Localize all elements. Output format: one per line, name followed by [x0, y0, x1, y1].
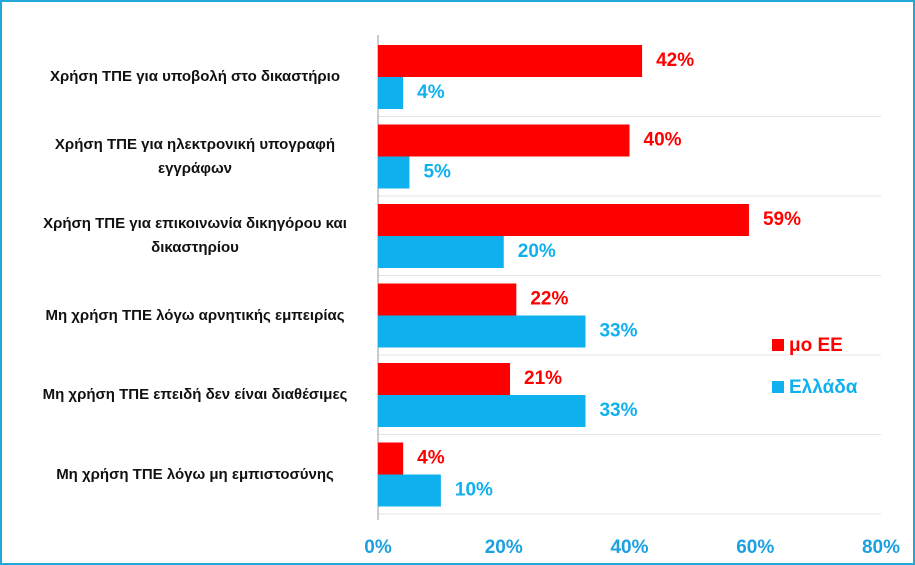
value-label: 21%	[524, 368, 562, 389]
value-label: 4%	[417, 82, 445, 103]
bar	[378, 124, 630, 157]
x-tick-label: 20%	[485, 537, 523, 558]
bar	[378, 156, 410, 189]
legend-label: Ελλάδα	[789, 377, 858, 398]
x-tick-label: 60%	[736, 537, 774, 558]
bar	[378, 363, 511, 395]
value-label: 33%	[599, 400, 637, 421]
category-label: Μη χρήση ΤΠΕ λόγω αρνητικής εμπειρίας	[45, 306, 345, 324]
value-label: 4%	[417, 448, 445, 469]
x-tick-label: 0%	[364, 537, 392, 558]
category-label: Χρήση ΤΠΕ για ηλεκτρονική υπογραφή εγγρά…	[54, 135, 336, 177]
legend-label: μο ΕΕ	[789, 335, 843, 356]
category-label: Μη χρήση ΤΠΕ επειδή δεν είναι διαθέσιμες	[42, 386, 348, 403]
value-label: 22%	[530, 289, 568, 310]
bar	[378, 315, 586, 348]
value-label: 42%	[656, 50, 694, 71]
bar	[378, 283, 517, 316]
bar	[378, 474, 441, 507]
bar	[378, 45, 643, 77]
legend-swatch	[772, 339, 784, 351]
category-label: Χρήση ΤΠΕ για υποβολή στο δικαστήριο	[49, 68, 340, 85]
legend-swatch	[772, 381, 784, 393]
bar	[378, 204, 749, 236]
value-label: 5%	[423, 162, 451, 183]
category-label: Χρήση ΤΠΕ για επικοινωνία δικηγόρου και …	[43, 215, 347, 256]
bar	[378, 395, 586, 427]
value-label: 33%	[599, 321, 637, 342]
x-tick-label: 40%	[610, 537, 648, 558]
value-label: 59%	[763, 209, 801, 230]
value-label: 20%	[518, 241, 556, 262]
category-label: Μη χρήση ΤΠΕ λόγω μη εμπιστοσύνης	[56, 465, 334, 483]
x-tick-label: 80%	[862, 537, 900, 558]
value-label: 40%	[644, 130, 682, 151]
bar	[378, 236, 504, 268]
value-label: 10%	[455, 480, 493, 501]
bar	[378, 77, 404, 109]
bar	[378, 442, 404, 475]
